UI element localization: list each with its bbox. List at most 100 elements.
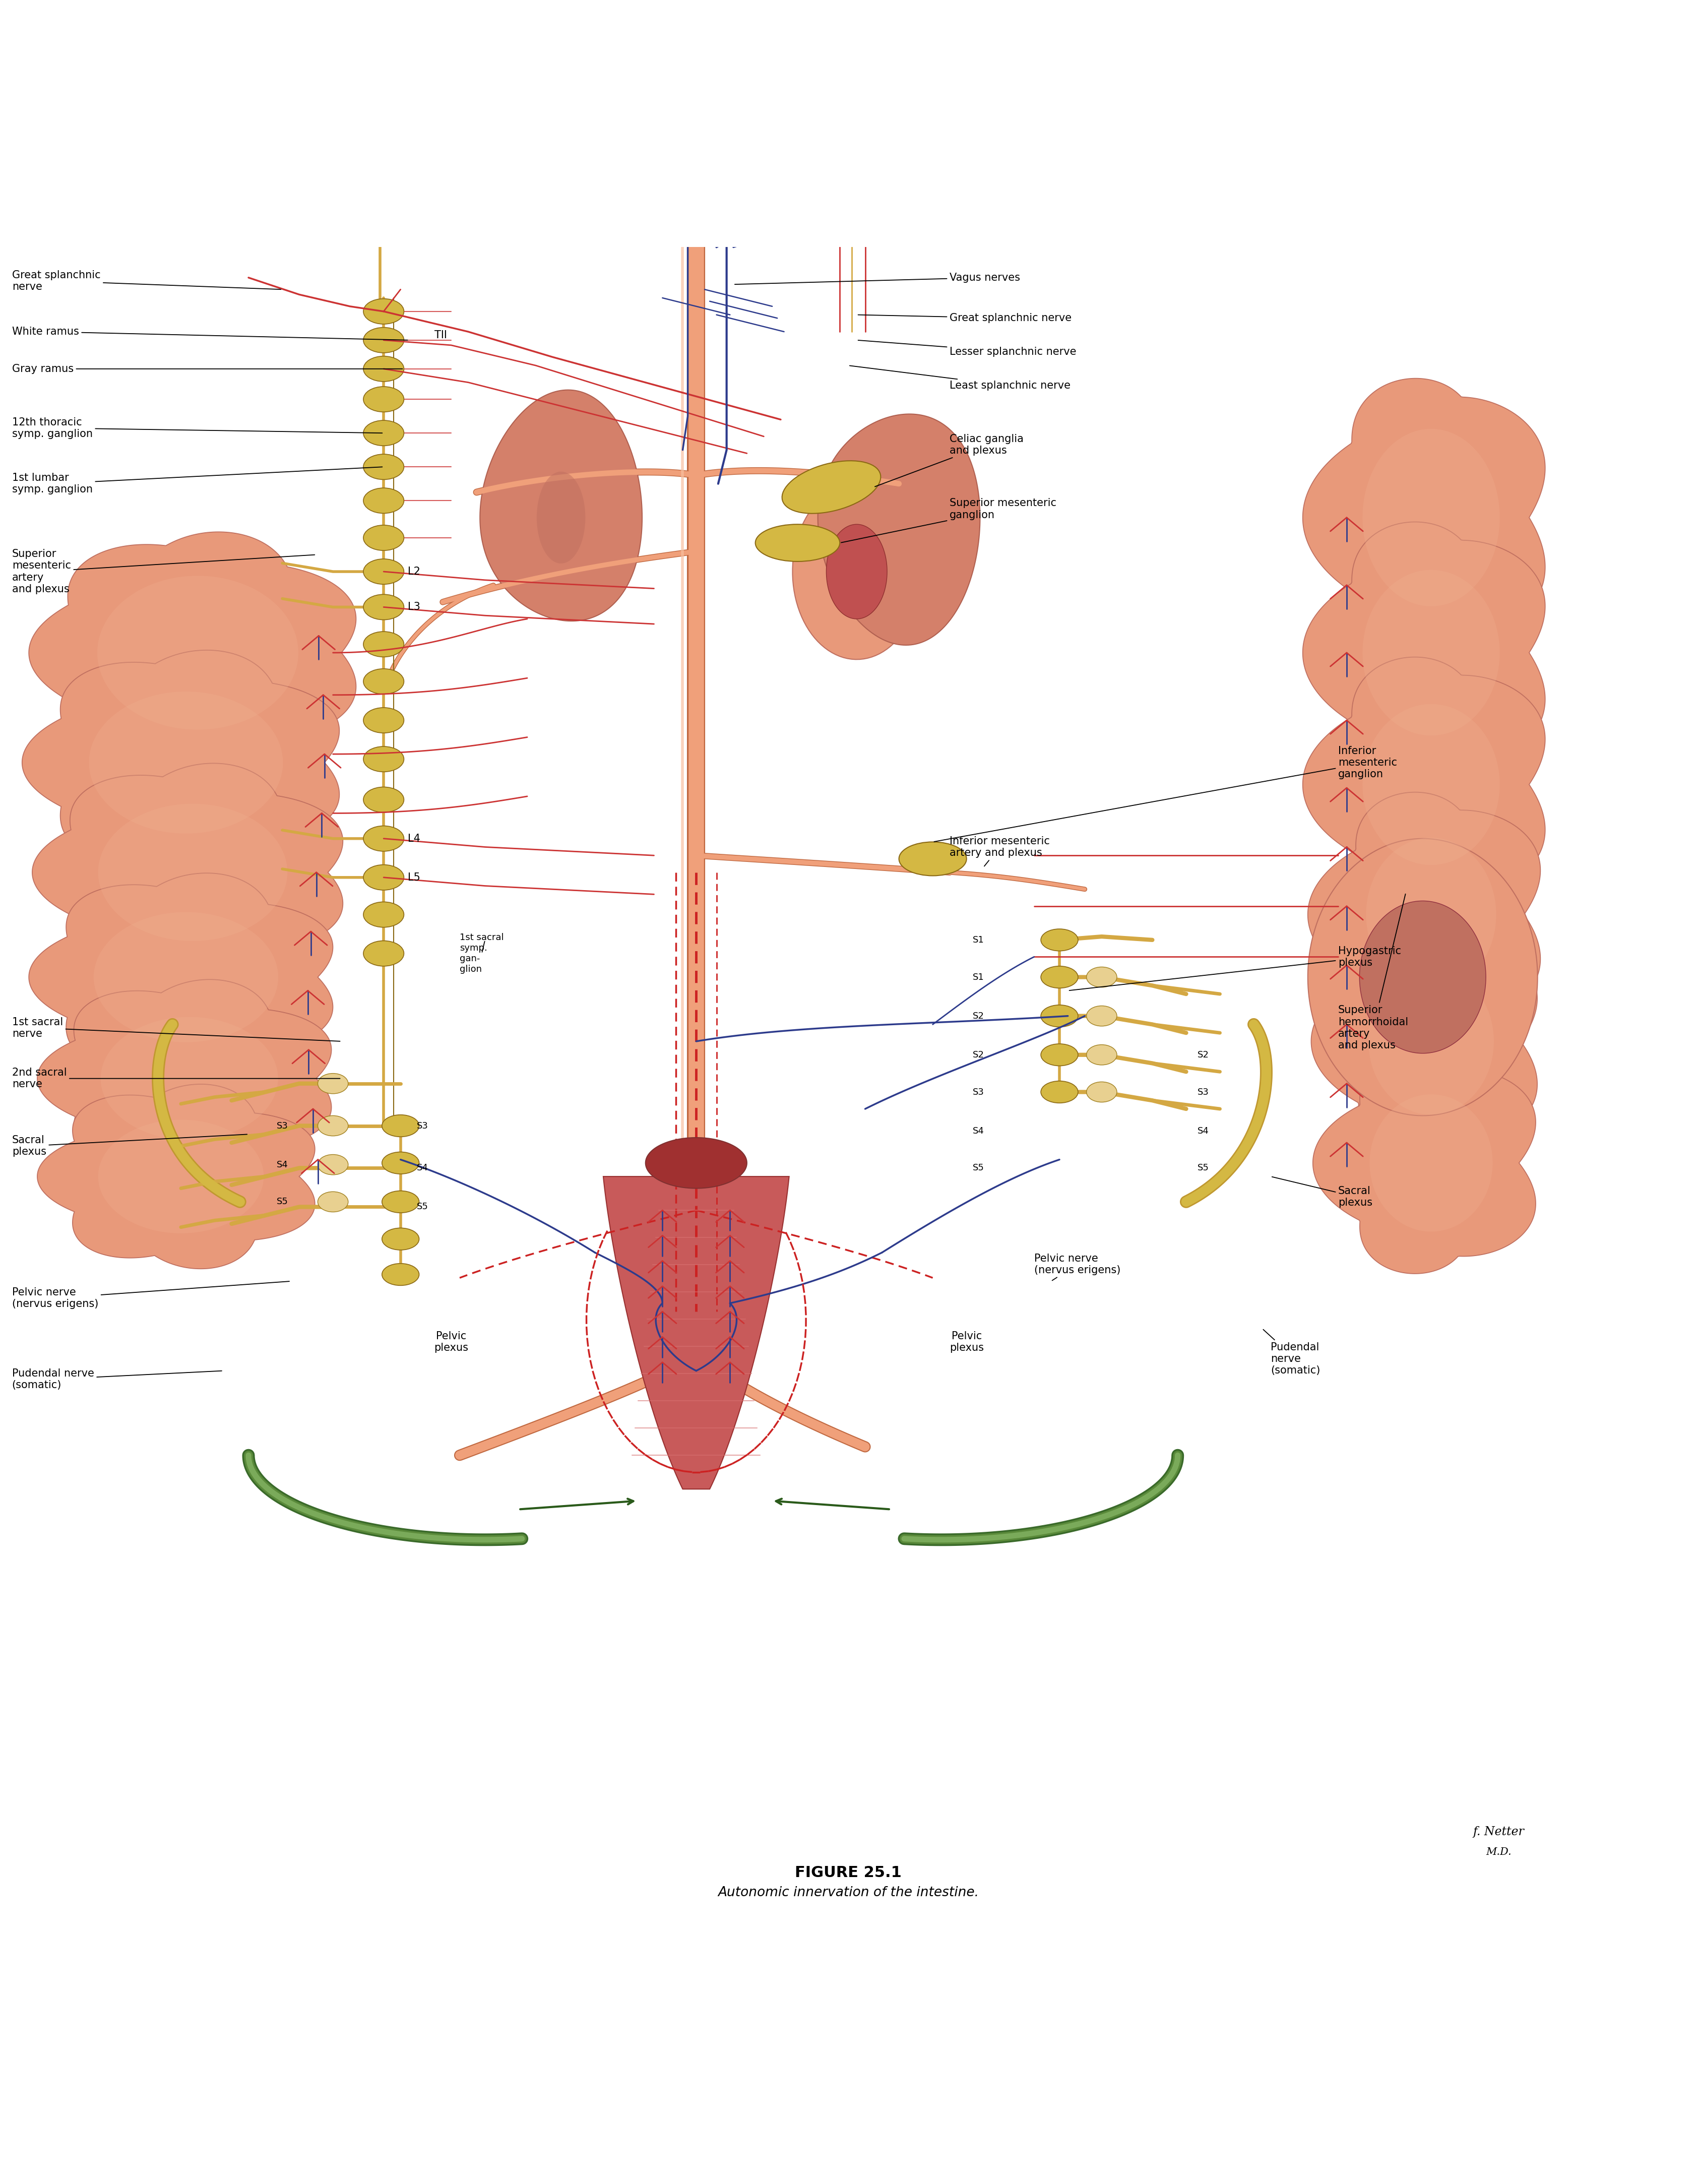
Ellipse shape — [1041, 965, 1077, 987]
Polygon shape — [1362, 570, 1499, 736]
Ellipse shape — [363, 387, 404, 413]
Polygon shape — [1313, 1053, 1535, 1273]
Text: S1: S1 — [972, 935, 984, 943]
Ellipse shape — [1085, 1081, 1116, 1103]
Polygon shape — [1303, 657, 1545, 913]
Ellipse shape — [899, 843, 967, 876]
Text: Pudendal nerve
(somatic): Pudendal nerve (somatic) — [12, 1369, 222, 1391]
Polygon shape — [37, 1083, 315, 1269]
Ellipse shape — [317, 1116, 348, 1136]
Polygon shape — [93, 913, 278, 1042]
Ellipse shape — [1085, 1044, 1116, 1066]
Text: f. Netter: f. Netter — [1472, 1826, 1525, 1839]
Ellipse shape — [363, 328, 404, 354]
Ellipse shape — [382, 1190, 419, 1212]
Text: S3: S3 — [276, 1120, 288, 1131]
Text: Pelvic
plexus: Pelvic plexus — [950, 1332, 984, 1352]
Text: S4: S4 — [276, 1160, 288, 1168]
Ellipse shape — [363, 747, 404, 771]
Text: L5: L5 — [407, 871, 421, 882]
Text: Pelvic nerve
(nervus erigens): Pelvic nerve (nervus erigens) — [12, 1282, 290, 1308]
Text: TII: TII — [434, 330, 446, 341]
Text: S4: S4 — [1197, 1127, 1209, 1136]
Ellipse shape — [363, 356, 404, 382]
Text: S4: S4 — [972, 1127, 984, 1136]
Ellipse shape — [382, 1227, 419, 1249]
Text: Great splanchnic nerve: Great splanchnic nerve — [858, 312, 1072, 323]
Ellipse shape — [363, 487, 404, 513]
Text: Celiac ganglia
and plexus: Celiac ganglia and plexus — [875, 435, 1023, 487]
Text: S5: S5 — [276, 1197, 288, 1206]
Ellipse shape — [382, 1151, 419, 1175]
Text: M.D.: M.D. — [1486, 1848, 1511, 1856]
Polygon shape — [32, 762, 343, 981]
Text: S3: S3 — [1197, 1088, 1209, 1096]
Ellipse shape — [1041, 928, 1077, 950]
Ellipse shape — [1041, 1081, 1077, 1103]
Text: L2: L2 — [407, 566, 421, 577]
Text: Sacral
plexus: Sacral plexus — [1272, 1177, 1372, 1208]
Text: L4: L4 — [407, 834, 421, 843]
Text: 1st sacral
symp.
gan-
glion: 1st sacral symp. gan- glion — [460, 933, 504, 974]
Ellipse shape — [317, 1155, 348, 1175]
Text: S5: S5 — [972, 1164, 984, 1173]
Ellipse shape — [363, 941, 404, 965]
Ellipse shape — [363, 594, 404, 620]
Ellipse shape — [363, 524, 404, 550]
Text: Vagus nerves: Vagus nerves — [734, 273, 1019, 284]
Text: 2nd sacral
nerve: 2nd sacral nerve — [12, 1068, 339, 1090]
Text: S2: S2 — [972, 1051, 984, 1059]
Ellipse shape — [363, 631, 404, 657]
Ellipse shape — [1085, 1007, 1116, 1026]
Polygon shape — [536, 472, 585, 563]
Ellipse shape — [317, 1192, 348, 1212]
Polygon shape — [792, 485, 921, 660]
Text: S1: S1 — [972, 972, 984, 981]
Polygon shape — [29, 874, 332, 1081]
Text: S3: S3 — [972, 1088, 984, 1096]
Polygon shape — [100, 1018, 278, 1140]
Text: Sacral
plexus: Sacral plexus — [12, 1133, 248, 1158]
Ellipse shape — [382, 1114, 419, 1138]
Ellipse shape — [755, 524, 840, 561]
Polygon shape — [1369, 968, 1494, 1114]
Polygon shape — [646, 1138, 746, 1188]
Polygon shape — [1303, 522, 1545, 784]
Ellipse shape — [1041, 1005, 1077, 1026]
Ellipse shape — [317, 1072, 348, 1094]
Text: S3: S3 — [417, 1120, 427, 1131]
Polygon shape — [1311, 924, 1537, 1160]
Text: Gray ramus: Gray ramus — [12, 365, 402, 373]
Polygon shape — [1369, 1094, 1492, 1232]
Ellipse shape — [363, 902, 404, 928]
Polygon shape — [98, 804, 287, 941]
Polygon shape — [817, 415, 980, 644]
Ellipse shape — [782, 461, 880, 513]
Text: Hypogastric
plexus: Hypogastric plexus — [1068, 946, 1401, 992]
Text: Least splanchnic nerve: Least splanchnic nerve — [850, 365, 1070, 391]
Polygon shape — [1303, 378, 1545, 657]
Ellipse shape — [382, 1265, 419, 1286]
Polygon shape — [97, 577, 298, 729]
Text: Inferior mesenteric
artery and plexus: Inferior mesenteric artery and plexus — [950, 836, 1050, 867]
Ellipse shape — [363, 826, 404, 852]
Polygon shape — [88, 692, 283, 834]
Text: White ramus: White ramus — [12, 328, 407, 341]
Text: Lesser splanchnic nerve: Lesser splanchnic nerve — [858, 341, 1075, 356]
Polygon shape — [1308, 793, 1540, 1037]
Ellipse shape — [1085, 968, 1116, 987]
Ellipse shape — [363, 454, 404, 480]
Text: Autonomic innervation of the intestine.: Autonomic innervation of the intestine. — [717, 1887, 979, 1900]
Text: Inferior
mesenteric
ganglion: Inferior mesenteric ganglion — [934, 745, 1398, 841]
Ellipse shape — [363, 299, 404, 323]
Ellipse shape — [363, 865, 404, 891]
Text: S4: S4 — [417, 1164, 427, 1173]
Text: Superior
hemorrhoidal
artery
and plexus: Superior hemorrhoidal artery and plexus — [1338, 893, 1408, 1051]
Ellipse shape — [363, 786, 404, 812]
Polygon shape — [37, 978, 331, 1177]
Text: L3: L3 — [407, 603, 421, 612]
Polygon shape — [22, 651, 339, 876]
Polygon shape — [480, 391, 643, 620]
Polygon shape — [1362, 428, 1499, 607]
Ellipse shape — [1041, 1044, 1077, 1066]
